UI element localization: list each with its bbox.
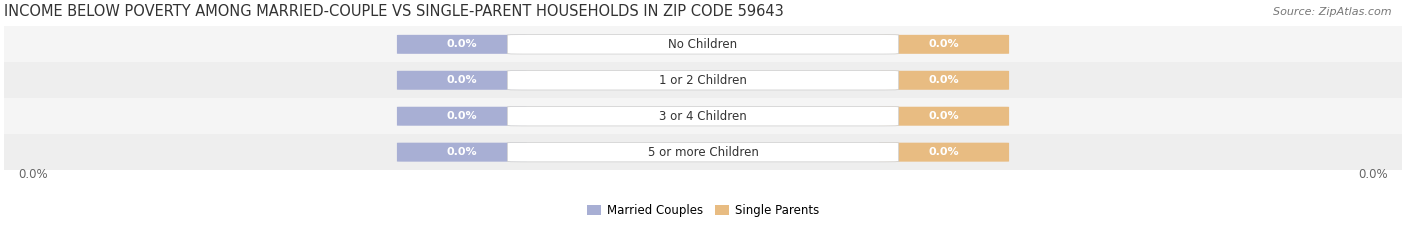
Text: 0.0%: 0.0% bbox=[1358, 168, 1388, 181]
FancyBboxPatch shape bbox=[508, 142, 898, 162]
Text: 0.0%: 0.0% bbox=[447, 147, 477, 157]
Text: 0.0%: 0.0% bbox=[929, 147, 959, 157]
FancyBboxPatch shape bbox=[508, 106, 898, 126]
FancyBboxPatch shape bbox=[879, 107, 1010, 126]
Text: 0.0%: 0.0% bbox=[447, 111, 477, 121]
Text: 0.0%: 0.0% bbox=[447, 75, 477, 85]
Text: 0.0%: 0.0% bbox=[18, 168, 48, 181]
Text: 0.0%: 0.0% bbox=[929, 39, 959, 49]
FancyBboxPatch shape bbox=[508, 35, 898, 54]
Text: 0.0%: 0.0% bbox=[929, 75, 959, 85]
Text: Source: ZipAtlas.com: Source: ZipAtlas.com bbox=[1274, 7, 1392, 17]
FancyBboxPatch shape bbox=[396, 71, 527, 90]
FancyBboxPatch shape bbox=[4, 98, 1402, 134]
Text: 1 or 2 Children: 1 or 2 Children bbox=[659, 74, 747, 87]
FancyBboxPatch shape bbox=[879, 71, 1010, 90]
FancyBboxPatch shape bbox=[879, 35, 1010, 54]
FancyBboxPatch shape bbox=[396, 107, 527, 126]
FancyBboxPatch shape bbox=[4, 62, 1402, 98]
Text: 0.0%: 0.0% bbox=[447, 39, 477, 49]
Legend: Married Couples, Single Parents: Married Couples, Single Parents bbox=[582, 200, 824, 222]
Text: 3 or 4 Children: 3 or 4 Children bbox=[659, 110, 747, 123]
FancyBboxPatch shape bbox=[396, 143, 527, 162]
FancyBboxPatch shape bbox=[508, 71, 898, 90]
Text: No Children: No Children bbox=[668, 38, 738, 51]
FancyBboxPatch shape bbox=[4, 26, 1402, 62]
FancyBboxPatch shape bbox=[396, 35, 527, 54]
FancyBboxPatch shape bbox=[879, 143, 1010, 162]
Text: 0.0%: 0.0% bbox=[929, 111, 959, 121]
Text: INCOME BELOW POVERTY AMONG MARRIED-COUPLE VS SINGLE-PARENT HOUSEHOLDS IN ZIP COD: INCOME BELOW POVERTY AMONG MARRIED-COUPL… bbox=[4, 4, 785, 19]
FancyBboxPatch shape bbox=[4, 134, 1402, 170]
Text: 5 or more Children: 5 or more Children bbox=[648, 146, 758, 159]
